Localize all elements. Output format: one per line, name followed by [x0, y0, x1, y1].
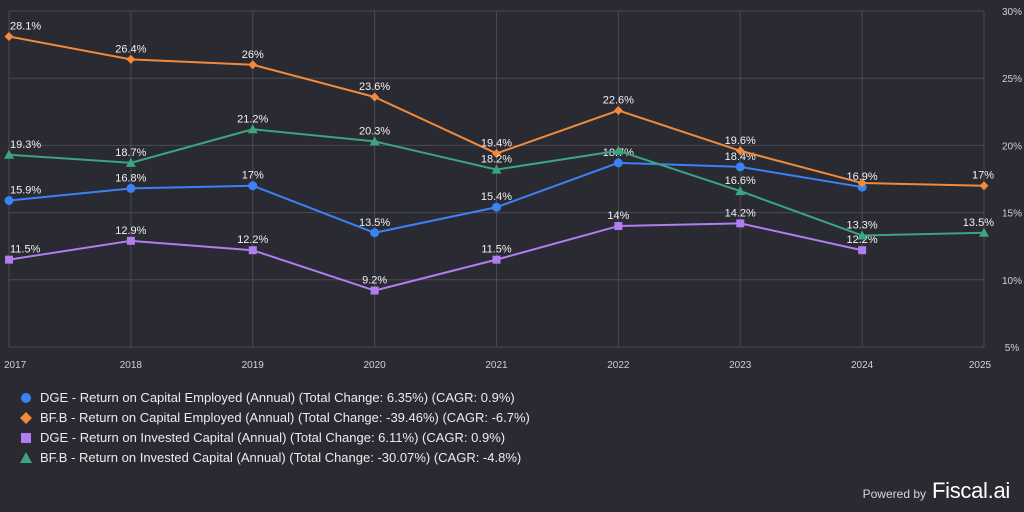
- data-label: 9.2%: [362, 275, 387, 287]
- x-tick-label: 2020: [364, 360, 387, 371]
- legend-label-bfb-roic: BF.B - Return on Invested Capital (Annua…: [40, 450, 522, 465]
- data-point: [979, 181, 989, 191]
- triangle-marker-icon: [20, 452, 32, 463]
- data-label: 15.4%: [481, 191, 512, 203]
- data-point: [248, 60, 258, 70]
- data-point: [492, 255, 501, 264]
- y-tick-label: 20%: [1002, 141, 1022, 152]
- data-point: [613, 105, 623, 115]
- data-label: 11.5%: [10, 244, 41, 256]
- data-point: [736, 219, 745, 228]
- data-point: [492, 148, 501, 158]
- data-point: [4, 149, 14, 159]
- x-tick-label: 2018: [120, 360, 143, 371]
- y-tick-label: 30%: [1002, 7, 1022, 18]
- data-point: [370, 286, 379, 295]
- data-point: [126, 183, 136, 193]
- data-label: 16.6%: [725, 175, 756, 187]
- y-tick-label: 10%: [1002, 276, 1022, 287]
- data-point: [370, 92, 380, 102]
- data-label: 14%: [607, 210, 629, 222]
- data-point: [247, 124, 258, 134]
- data-point: [735, 186, 746, 196]
- data-label: 28.1%: [10, 21, 41, 33]
- brand-attribution: Powered by Fiscal.ai: [862, 478, 1011, 504]
- data-label: 21.2%: [237, 113, 268, 125]
- data-label: 18.7%: [115, 147, 146, 159]
- data-point: [613, 145, 624, 155]
- data-point: [979, 227, 989, 237]
- data-label: 20.3%: [359, 125, 390, 137]
- data-label: 15.9%: [10, 185, 41, 197]
- data-label: 26.4%: [115, 43, 146, 55]
- legend-item-bfb-roic[interactable]: BF.B - Return on Invested Capital (Annua…: [18, 448, 530, 468]
- data-point: [858, 246, 867, 255]
- y-tick-label: 15%: [1002, 209, 1022, 220]
- series-line: [8, 222, 863, 292]
- data-label: 22.6%: [603, 94, 634, 106]
- data-label: 19.4%: [481, 137, 512, 149]
- data-point: [492, 202, 501, 212]
- data-point: [613, 158, 623, 168]
- data-point: [857, 178, 867, 188]
- data-point: [5, 255, 13, 264]
- data-label: 19.6%: [725, 135, 756, 147]
- data-label: 17%: [242, 170, 264, 182]
- brand-logo[interactable]: Fiscal.ai: [932, 478, 1010, 503]
- powered-by-text: Powered by: [862, 487, 926, 501]
- data-label: 16.8%: [115, 172, 146, 184]
- line-chart: 5% 10% 15% 20% 25% 30% 2017 2018 2019 2020 2021 202…: [4, 7, 1022, 371]
- chart-legend: DGE - Return on Capital Employed (Annual…: [18, 388, 530, 468]
- data-label: 23.6%: [359, 81, 390, 93]
- y-tick-label: 25%: [1002, 74, 1022, 85]
- data-point: [369, 136, 380, 146]
- data-label: 13.5%: [359, 217, 390, 229]
- data-point: [126, 236, 135, 245]
- data-point: [4, 196, 14, 206]
- x-tick-label: 2019: [242, 360, 265, 371]
- circle-marker-icon: [21, 393, 31, 403]
- data-label: 19.3%: [10, 139, 41, 151]
- data-label: 12.2%: [847, 234, 878, 246]
- diamond-marker-icon: [20, 412, 32, 424]
- x-tick-label: 2017: [4, 360, 27, 371]
- data-point: [125, 157, 136, 167]
- data-label: 11.5%: [481, 244, 512, 256]
- x-tick-label: 2022: [607, 360, 630, 371]
- data-label: 17%: [972, 170, 994, 182]
- data-point: [735, 146, 745, 156]
- x-tick-label: 2023: [729, 360, 752, 371]
- data-label: 14.2%: [725, 207, 756, 219]
- x-tick-label: 2024: [851, 360, 874, 371]
- data-point: [126, 54, 136, 64]
- legend-item-bfb-roce[interactable]: BF.B - Return on Capital Employed (Annua…: [18, 408, 530, 428]
- y-tick-label: 5%: [1005, 343, 1020, 354]
- series-line: [8, 161, 863, 234]
- legend-item-dge-roce[interactable]: DGE - Return on Capital Employed (Annual…: [18, 388, 530, 408]
- data-label: 13.3%: [847, 219, 878, 231]
- data-point: [4, 32, 14, 42]
- data-point: [248, 246, 257, 255]
- data-point: [857, 230, 868, 240]
- legend-label-dge-roic: DGE - Return on Invested Capital (Annual…: [40, 430, 506, 445]
- legend-label-dge-roce: DGE - Return on Capital Employed (Annual…: [40, 390, 515, 405]
- data-label: 12.2%: [237, 234, 268, 246]
- data-point: [248, 181, 258, 191]
- data-point: [735, 162, 745, 172]
- data-point: [614, 222, 623, 231]
- legend-label-bfb-roce: BF.B - Return on Capital Employed (Annua…: [40, 410, 530, 425]
- square-marker-icon: [21, 433, 31, 443]
- data-point: [491, 164, 502, 174]
- data-label: 26%: [242, 49, 264, 61]
- data-label: 12.9%: [115, 225, 146, 237]
- x-tick-label: 2025: [969, 360, 992, 371]
- data-point: [370, 228, 380, 238]
- data-label: 18.2%: [481, 154, 512, 166]
- legend-item-dge-roic[interactable]: DGE - Return on Invested Capital (Annual…: [18, 428, 530, 448]
- data-label: 13.5%: [963, 217, 994, 229]
- x-tick-label: 2021: [485, 360, 508, 371]
